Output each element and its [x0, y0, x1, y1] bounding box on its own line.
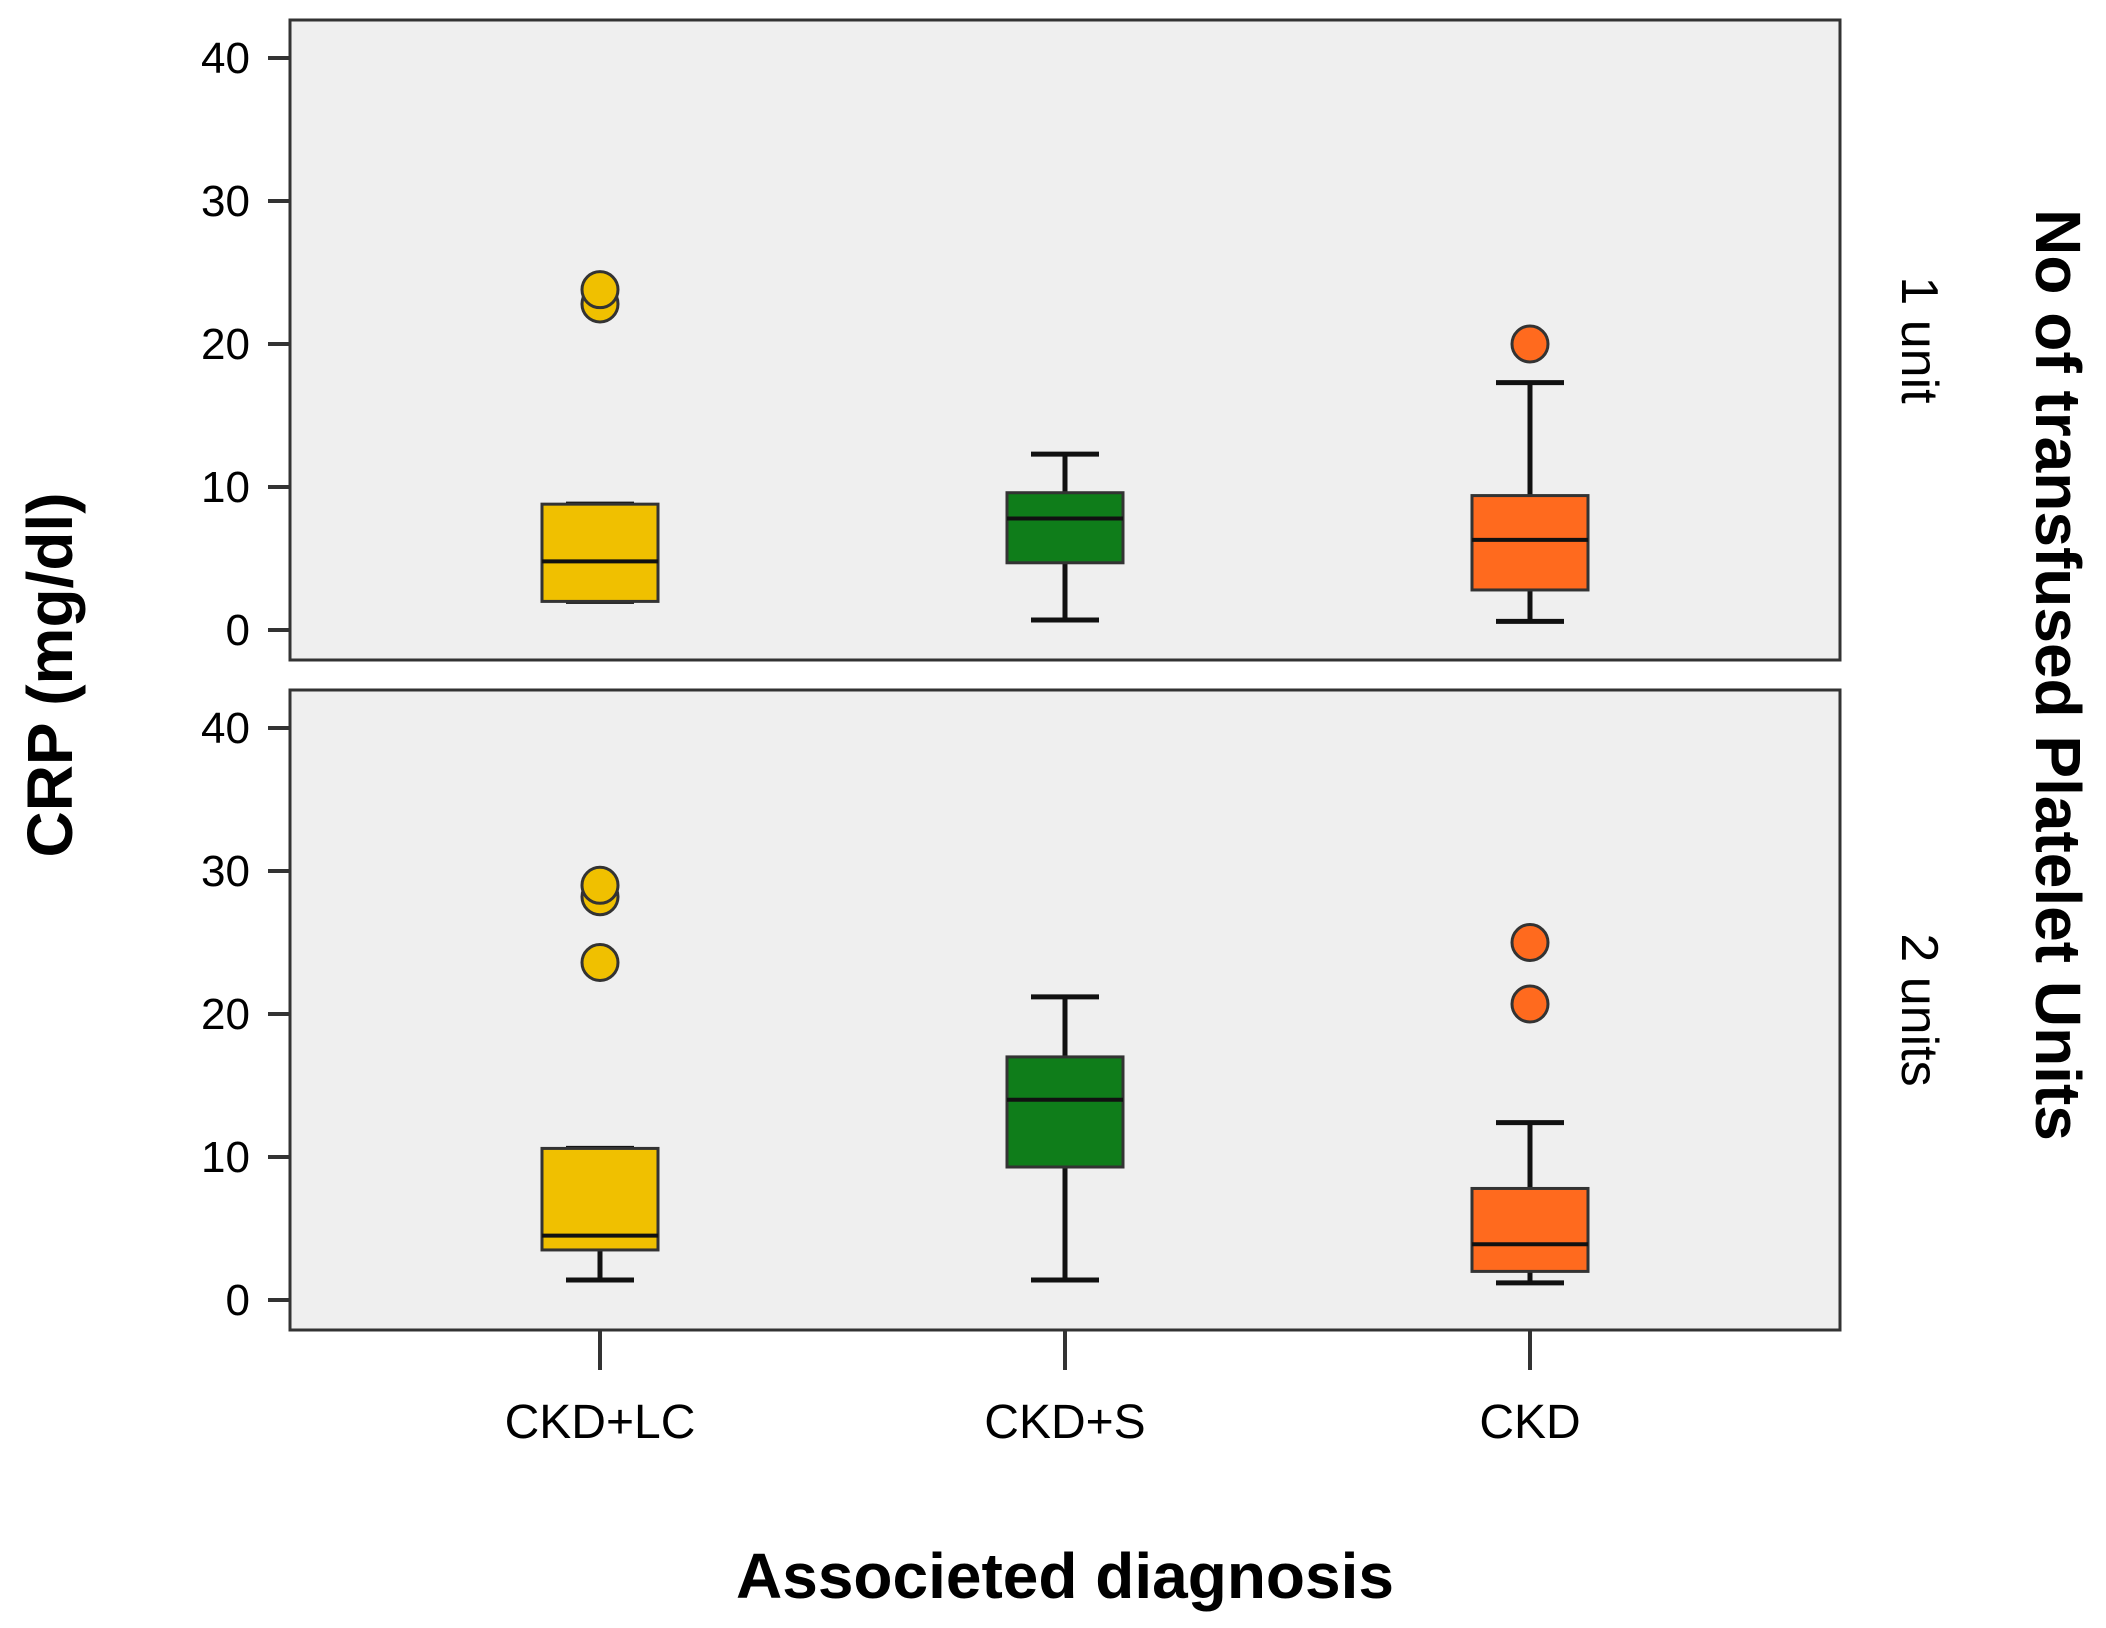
y-tick-label: 20: [201, 990, 250, 1039]
y-axis-panel-1: 0 10 20 30 40: [201, 34, 290, 655]
x-axis: CKD+LC CKD+S CKD: [505, 1330, 1581, 1449]
y-tick-label: 10: [201, 1133, 250, 1182]
box-ckd-panel-2-outlier: [1510, 923, 1550, 962]
y-tick-label: 0: [226, 1276, 250, 1325]
box-ckd-panel-1-iqr: [1470, 494, 1590, 592]
y-tick-label: 30: [201, 177, 250, 226]
box-ckd-lc-panel-1-iqr: [540, 502, 660, 603]
box-ckd-lc-panel-2-outlier: [580, 943, 620, 983]
facet-title: No of transfused Platelet Units: [2022, 209, 2094, 1141]
x-axis-title: Associeted diagnosis: [736, 1540, 1394, 1612]
facet-label-2-units: 2 units: [1890, 933, 1948, 1086]
y-tick-label: 40: [201, 34, 250, 83]
y-tick-label: 10: [201, 463, 250, 512]
box-ckd-s-panel-2-iqr: [1005, 1055, 1125, 1169]
facet-label-1-unit: 1 unit: [1890, 276, 1948, 404]
box-ckd-s-panel-1-iqr: [1005, 491, 1125, 565]
box-ckd-lc-panel-2-outlier: [580, 865, 620, 905]
box-ckd-panel-1-outlier: [1510, 324, 1550, 364]
x-tick-label: CKD: [1479, 1396, 1580, 1449]
box-ckd-panel-2-iqr: [1470, 1186, 1590, 1273]
y-axis-title: CRP (mg/dl): [14, 492, 86, 857]
box-ckd-lc-panel-2-iqr: [540, 1146, 660, 1252]
box-ckd-lc-panel-1-outlier: [580, 270, 620, 310]
x-tick-label: CKD+S: [984, 1396, 1145, 1449]
boxes-panel-1: [540, 270, 1590, 624]
box-ckd-panel-2-outlier: [1510, 984, 1550, 1024]
y-tick-label: 20: [201, 320, 250, 369]
y-axis-panel-2: 0 10 20 30 40: [201, 704, 290, 1325]
y-tick-label: 30: [201, 847, 250, 896]
x-tick-label: CKD+LC: [505, 1396, 696, 1449]
boxes-panel-2: [540, 865, 1590, 1286]
y-tick-label: 0: [226, 606, 250, 655]
y-tick-label: 40: [201, 704, 250, 753]
